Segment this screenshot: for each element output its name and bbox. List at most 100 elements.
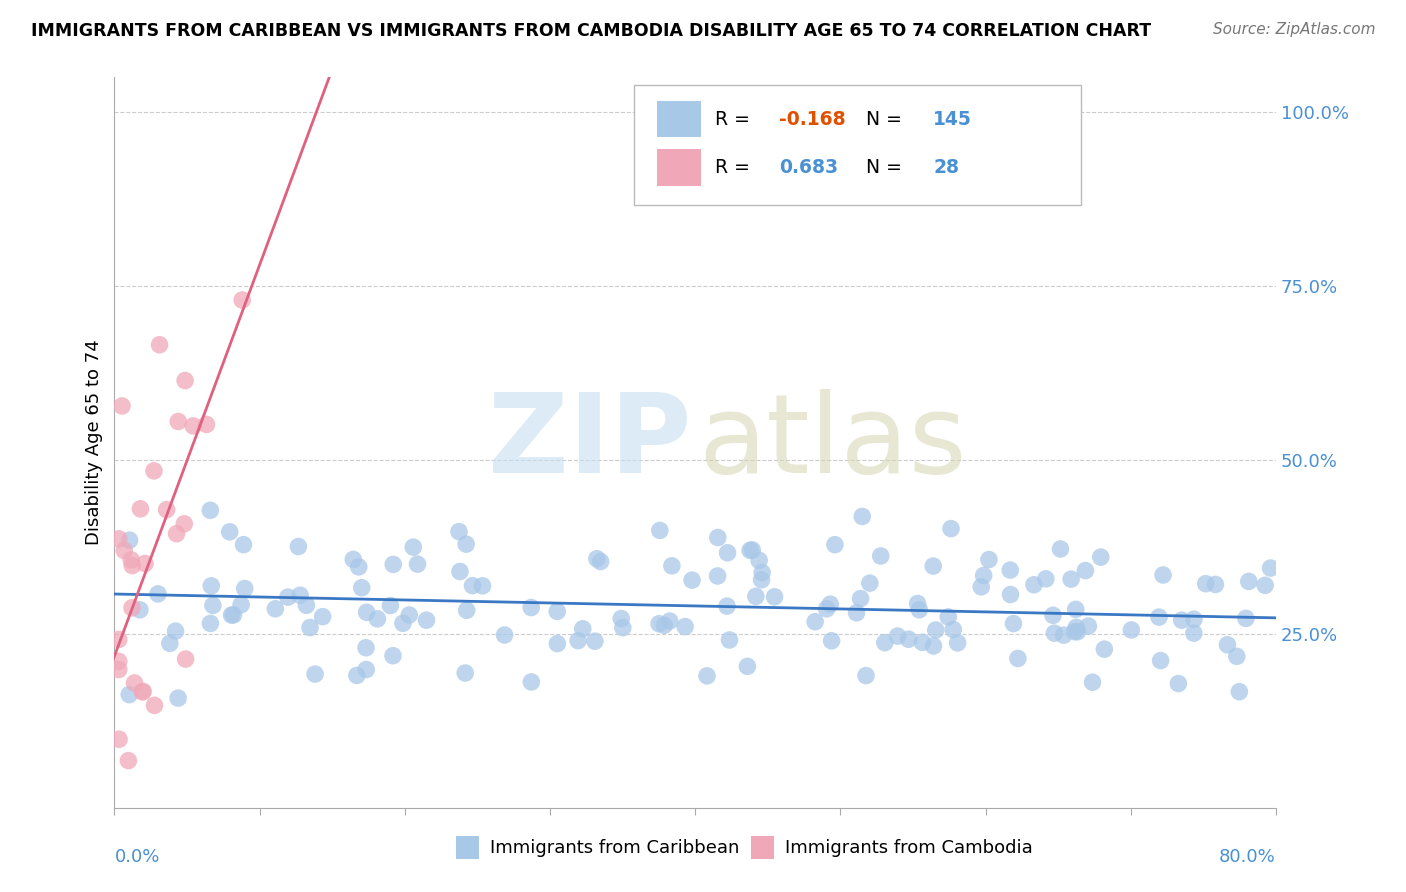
Point: [124, 676, 146, 690]
Point: [406, 557, 429, 571]
Point: [107, 632, 129, 647]
Point: [456, 537, 478, 551]
Point: [295, 599, 318, 613]
Point: [392, 616, 415, 631]
Y-axis label: Disability Age 65 to 74: Disability Age 65 to 74: [86, 340, 103, 545]
Point: [583, 634, 606, 648]
Point: [973, 568, 995, 582]
Point: [380, 599, 402, 613]
Point: [264, 601, 287, 615]
Point: [174, 374, 197, 388]
Point: [456, 603, 478, 617]
Point: [1049, 541, 1071, 556]
Point: [287, 540, 309, 554]
Point: [108, 732, 131, 747]
Point: [494, 628, 516, 642]
Text: Immigrants from Cambodia: Immigrants from Cambodia: [785, 838, 1033, 856]
Text: 145: 145: [934, 110, 972, 128]
Text: N =: N =: [866, 158, 908, 177]
Point: [859, 576, 882, 591]
Point: [347, 560, 370, 574]
Point: [571, 622, 593, 636]
Point: [382, 558, 405, 572]
Point: [356, 605, 378, 619]
Point: [658, 614, 681, 628]
Text: 80.0%: 80.0%: [1219, 847, 1277, 866]
Point: [1074, 564, 1097, 578]
Point: [718, 632, 741, 647]
Point: [907, 597, 929, 611]
Point: [146, 587, 169, 601]
Point: [1042, 608, 1064, 623]
Point: [201, 599, 224, 613]
Point: [1064, 620, 1087, 634]
Point: [222, 607, 245, 622]
Point: [869, 549, 891, 563]
Point: [1090, 550, 1112, 565]
Point: [167, 691, 190, 706]
Point: [231, 293, 253, 307]
Point: [156, 502, 179, 516]
Point: [195, 417, 218, 432]
Point: [707, 531, 730, 545]
Point: [117, 754, 139, 768]
Point: [652, 618, 675, 632]
Point: [589, 555, 612, 569]
Point: [288, 588, 311, 602]
Text: R =: R =: [714, 110, 756, 128]
Point: [111, 399, 134, 413]
Point: [398, 607, 420, 622]
Point: [128, 603, 150, 617]
Point: [820, 633, 842, 648]
Point: [121, 600, 143, 615]
Point: [107, 663, 129, 677]
Point: [454, 666, 477, 681]
Point: [1060, 572, 1083, 586]
Point: [748, 553, 770, 567]
Point: [970, 580, 993, 594]
Point: [200, 579, 222, 593]
Point: [939, 522, 962, 536]
Point: [849, 591, 872, 606]
Point: [354, 663, 377, 677]
Point: [520, 600, 543, 615]
Point: [716, 546, 738, 560]
Point: [1043, 626, 1066, 640]
Point: [107, 654, 129, 668]
Point: [121, 558, 143, 573]
Point: [165, 624, 187, 639]
Point: [232, 538, 254, 552]
Point: [851, 509, 873, 524]
Bar: [657, 101, 702, 137]
Point: [229, 598, 252, 612]
Point: [1226, 649, 1249, 664]
Point: [1121, 623, 1143, 637]
Point: [118, 688, 141, 702]
Point: [855, 668, 877, 682]
Point: [1000, 587, 1022, 601]
Text: atlas: atlas: [699, 389, 967, 496]
Point: [911, 635, 934, 649]
Point: [120, 553, 142, 567]
Point: [1182, 626, 1205, 640]
Point: [1002, 616, 1025, 631]
Point: [402, 540, 425, 554]
Point: [1000, 563, 1022, 577]
Point: [1092, 642, 1115, 657]
Point: [233, 582, 256, 596]
Point: [804, 615, 827, 629]
Point: [706, 569, 728, 583]
Point: [567, 633, 589, 648]
Point: [922, 639, 945, 653]
Point: [107, 532, 129, 546]
Point: [277, 590, 299, 604]
Point: [1167, 676, 1189, 690]
Point: [1035, 572, 1057, 586]
Point: [1007, 651, 1029, 665]
Text: 0.683: 0.683: [779, 158, 838, 177]
Point: [673, 619, 696, 633]
Point: [471, 579, 494, 593]
Text: N =: N =: [866, 110, 908, 128]
Point: [1182, 612, 1205, 626]
Point: [200, 503, 222, 517]
